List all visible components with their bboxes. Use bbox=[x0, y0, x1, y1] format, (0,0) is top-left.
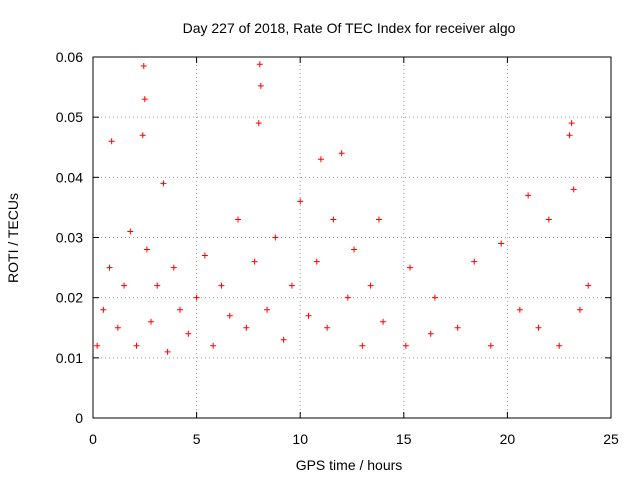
data-point bbox=[255, 120, 262, 127]
data-point bbox=[121, 282, 128, 289]
chart-title: Day 227 of 2018, Rate Of TEC Index for r… bbox=[183, 20, 516, 36]
y-tick-label: 0.01 bbox=[56, 350, 83, 366]
data-point bbox=[160, 180, 167, 187]
data-point bbox=[133, 342, 140, 349]
data-point bbox=[127, 228, 134, 235]
data-point bbox=[516, 306, 523, 313]
y-tick-label: 0.02 bbox=[56, 290, 83, 306]
data-points bbox=[94, 61, 592, 355]
x-axis-label: GPS time / hours bbox=[296, 457, 403, 473]
data-point bbox=[380, 318, 387, 325]
data-point bbox=[317, 156, 324, 163]
data-point bbox=[243, 324, 250, 331]
data-point bbox=[402, 342, 409, 349]
data-point bbox=[106, 264, 113, 271]
data-point bbox=[140, 63, 147, 70]
data-point bbox=[545, 216, 552, 223]
data-point bbox=[570, 186, 577, 193]
y-tick-label: 0.05 bbox=[56, 109, 83, 125]
data-point bbox=[94, 342, 101, 349]
data-point bbox=[367, 282, 374, 289]
data-point bbox=[407, 264, 414, 271]
data-point bbox=[235, 216, 242, 223]
data-point bbox=[201, 252, 208, 259]
data-point bbox=[324, 324, 331, 331]
data-point bbox=[154, 282, 161, 289]
y-tick-label: 0 bbox=[75, 410, 83, 426]
data-point bbox=[556, 342, 563, 349]
data-point bbox=[108, 138, 115, 145]
x-tick-label: 20 bbox=[500, 431, 516, 447]
x-tick-label: 25 bbox=[603, 431, 619, 447]
data-point bbox=[338, 150, 345, 157]
grid-lines bbox=[93, 57, 611, 418]
data-point bbox=[375, 216, 382, 223]
data-point bbox=[139, 132, 146, 139]
data-point bbox=[256, 61, 263, 68]
data-point bbox=[535, 324, 542, 331]
data-point bbox=[272, 234, 279, 241]
data-point bbox=[431, 294, 438, 301]
data-point bbox=[170, 264, 177, 271]
data-point bbox=[280, 336, 287, 343]
data-point bbox=[471, 258, 478, 265]
data-point bbox=[164, 348, 171, 355]
x-axis-ticks: 0 5 10 15 20 25 bbox=[89, 57, 619, 447]
data-point bbox=[344, 294, 351, 301]
data-point bbox=[114, 324, 121, 331]
y-tick-label: 0.06 bbox=[56, 49, 83, 65]
x-tick-label: 5 bbox=[193, 431, 201, 447]
y-tick-label: 0.04 bbox=[56, 169, 83, 185]
data-point bbox=[177, 306, 184, 313]
y-tick-label: 0.03 bbox=[56, 230, 83, 246]
data-point bbox=[525, 192, 532, 199]
data-point bbox=[218, 282, 225, 289]
data-point bbox=[330, 216, 337, 223]
data-point bbox=[193, 294, 200, 301]
data-point bbox=[297, 198, 304, 205]
data-point bbox=[264, 306, 271, 313]
data-point bbox=[498, 240, 505, 247]
data-point bbox=[185, 330, 192, 337]
x-tick-label: 15 bbox=[396, 431, 412, 447]
data-point bbox=[210, 342, 217, 349]
x-tick-label: 0 bbox=[89, 431, 97, 447]
data-point bbox=[100, 306, 107, 313]
data-point bbox=[454, 324, 461, 331]
data-point bbox=[585, 282, 592, 289]
data-point bbox=[566, 132, 573, 139]
data-point bbox=[143, 246, 150, 253]
data-point bbox=[148, 318, 155, 325]
y-axis-ticks: 0 0.01 0.02 0.03 0.04 0.05 0.06 bbox=[56, 49, 611, 426]
x-tick-label: 10 bbox=[292, 431, 308, 447]
data-point bbox=[226, 312, 233, 319]
data-point bbox=[351, 246, 358, 253]
data-point bbox=[305, 312, 312, 319]
data-point bbox=[359, 342, 366, 349]
y-axis-label: ROTI / TECUs bbox=[5, 193, 21, 283]
data-point bbox=[487, 342, 494, 349]
data-point bbox=[257, 82, 264, 89]
data-point bbox=[576, 306, 583, 313]
data-point bbox=[251, 258, 258, 265]
data-point bbox=[288, 282, 295, 289]
data-point bbox=[141, 96, 148, 103]
data-point bbox=[427, 330, 434, 337]
data-point bbox=[313, 258, 320, 265]
data-point bbox=[568, 120, 575, 127]
